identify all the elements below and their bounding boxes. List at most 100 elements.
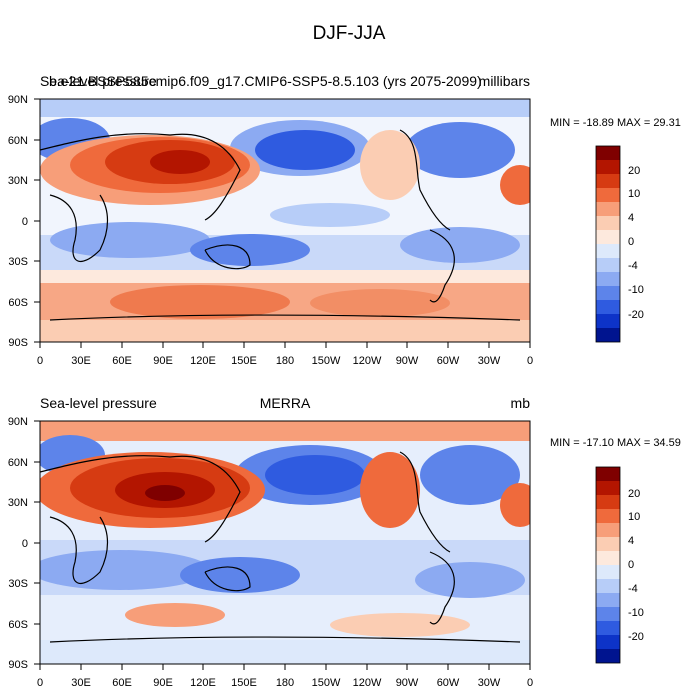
- x-tick-label: 60E: [112, 677, 132, 689]
- bottom-panel-units: mb: [511, 395, 531, 411]
- field-patch: [270, 203, 390, 227]
- colorbar-swatch: [596, 467, 620, 481]
- x-tick-label: 0: [527, 355, 533, 367]
- field-patch: [405, 122, 515, 178]
- x-tick-label: 90E: [153, 355, 173, 367]
- x-tick-label: 60W: [437, 677, 460, 689]
- top-panel-title-overlap: b.e21.BSSP585cmip6.f09_g17.CMIP6-SSP5-8.…: [49, 73, 482, 89]
- colorbar-swatch: [596, 160, 620, 174]
- colorbar-label: 20: [628, 165, 640, 177]
- field-patch: [40, 550, 210, 590]
- field-patch: [415, 562, 525, 598]
- top-x-axis: 0 30E 60E 90E 120E 150E 180 150W 120W 90…: [37, 342, 533, 367]
- x-tick-label: 30E: [71, 677, 91, 689]
- top-stats: MIN = -18.89 MAX = 29.31: [550, 117, 681, 129]
- x-tick-label: 120W: [353, 355, 382, 367]
- colorbar-swatch: [596, 174, 620, 188]
- y-tick-label: 30N: [8, 175, 28, 187]
- field-patch: [190, 234, 310, 266]
- field-band: [40, 421, 530, 441]
- bottom-panel-title-center: MERRA: [260, 395, 311, 411]
- x-tick-label: 0: [37, 355, 43, 367]
- colorbar-swatch: [596, 537, 620, 551]
- field-patch: [180, 557, 300, 593]
- x-ticks: [39, 664, 531, 670]
- x-tick-label: 60E: [112, 355, 132, 367]
- x-tick-label: 0: [37, 677, 43, 689]
- bottom-colorbar: 20 10 4 0 -4 -10 -20: [595, 466, 644, 664]
- x-tick-label: 0: [527, 677, 533, 689]
- top-panel: Sea-level pressure b.e21.BSSP585cmip6.f0…: [8, 73, 681, 367]
- coastline: [40, 129, 521, 321]
- x-tick-label: 180: [276, 355, 294, 367]
- field-patch: [145, 485, 185, 501]
- y-ticks: [34, 420, 40, 665]
- colorbar-swatch: [596, 565, 620, 579]
- x-tick-label: 150W: [312, 677, 341, 689]
- top-y-axis: 90N 60N 30N 0 30S 60S 90S: [8, 94, 40, 349]
- x-tick-label: 150E: [231, 677, 257, 689]
- colorbar-swatch: [596, 146, 620, 160]
- colorbar-label: 0: [628, 559, 634, 571]
- y-tick-label: 90S: [8, 659, 28, 671]
- field-patch: [360, 452, 420, 528]
- colorbar-label: 4: [628, 535, 634, 547]
- bottom-map: [40, 421, 530, 664]
- colorbar-swatch: [596, 244, 620, 258]
- x-tick-label: 60W: [437, 355, 460, 367]
- field-band: [40, 320, 530, 342]
- top-panel-units: millibars: [479, 73, 530, 89]
- colorbar-swatch: [596, 328, 620, 342]
- top-colorbar: 20 10 4 0 -4 -10 -20: [595, 145, 644, 343]
- colorbar-swatch: [596, 286, 620, 300]
- field-patch: [310, 289, 450, 317]
- field-patch: [420, 445, 520, 505]
- colorbar-swatch: [596, 607, 620, 621]
- colorbar-label: -10: [628, 284, 644, 296]
- colorbar-swatch: [596, 621, 620, 635]
- x-tick-label: 120E: [190, 355, 216, 367]
- y-tick-label: 90S: [8, 337, 28, 349]
- field-patch: [255, 130, 355, 170]
- colorbar-swatch: [596, 649, 620, 663]
- colorbar-label: -4: [628, 583, 638, 595]
- colorbar-label: 4: [628, 212, 634, 224]
- colorbar-swatch: [596, 258, 620, 272]
- y-tick-label: 60N: [8, 457, 28, 469]
- field-patch: [150, 150, 210, 174]
- x-tick-label: 30W: [478, 677, 501, 689]
- bottom-stats: MIN = -17.10 MAX = 34.59: [550, 437, 681, 449]
- x-tick-label: 180: [276, 677, 294, 689]
- bottom-x-axis: 0 30E 60E 90E 120E 150E 180 150W 120W 90…: [37, 664, 533, 689]
- colorbar-label: 0: [628, 236, 634, 248]
- colorbar-label: 10: [628, 188, 640, 200]
- colorbar-swatch: [596, 216, 620, 230]
- x-tick-label: 150W: [312, 355, 341, 367]
- colorbar-swatch: [596, 593, 620, 607]
- field-patch: [265, 455, 365, 495]
- top-panel-title-left: Sea-level pressure: [40, 73, 157, 89]
- colorbar-swatch: [596, 551, 620, 565]
- bottom-y-axis: 90N 60N 30N 0 30S 60S 90S: [8, 416, 40, 671]
- colorbar-label: 10: [628, 511, 640, 523]
- x-tick-label: 30E: [71, 355, 91, 367]
- figure-title: DJF-JJA: [313, 23, 386, 44]
- y-tick-label: 60N: [8, 135, 28, 147]
- x-tick-label: 150E: [231, 355, 257, 367]
- field-band: [40, 640, 530, 664]
- y-tick-label: 30S: [8, 256, 28, 268]
- colorbar-label: -4: [628, 260, 638, 272]
- field-patch: [110, 285, 290, 319]
- x-tick-label: 90W: [396, 677, 419, 689]
- y-tick-label: 0: [22, 216, 28, 228]
- colorbar-frame: [595, 466, 621, 664]
- field-patch: [125, 603, 225, 627]
- colorbar-swatch: [596, 509, 620, 523]
- colorbar-swatch: [596, 635, 620, 649]
- top-map: [40, 99, 530, 342]
- x-tick-label: 120W: [353, 677, 382, 689]
- x-tick-label: 30W: [478, 355, 501, 367]
- colorbar-swatch: [596, 300, 620, 314]
- colorbar-swatch: [596, 481, 620, 495]
- colorbar-label: -10: [628, 607, 644, 619]
